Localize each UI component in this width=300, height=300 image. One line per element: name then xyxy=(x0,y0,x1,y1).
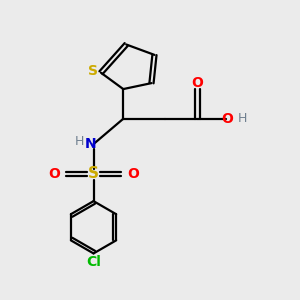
Text: O: O xyxy=(192,76,203,89)
Text: H: H xyxy=(238,112,247,125)
Text: S: S xyxy=(88,166,99,181)
Text: O: O xyxy=(48,167,60,181)
Text: N: N xyxy=(85,137,96,151)
Text: O: O xyxy=(127,167,139,181)
Text: S: S xyxy=(88,64,98,78)
Text: Cl: Cl xyxy=(86,255,101,269)
Text: O: O xyxy=(221,112,233,126)
Text: H: H xyxy=(75,135,84,148)
